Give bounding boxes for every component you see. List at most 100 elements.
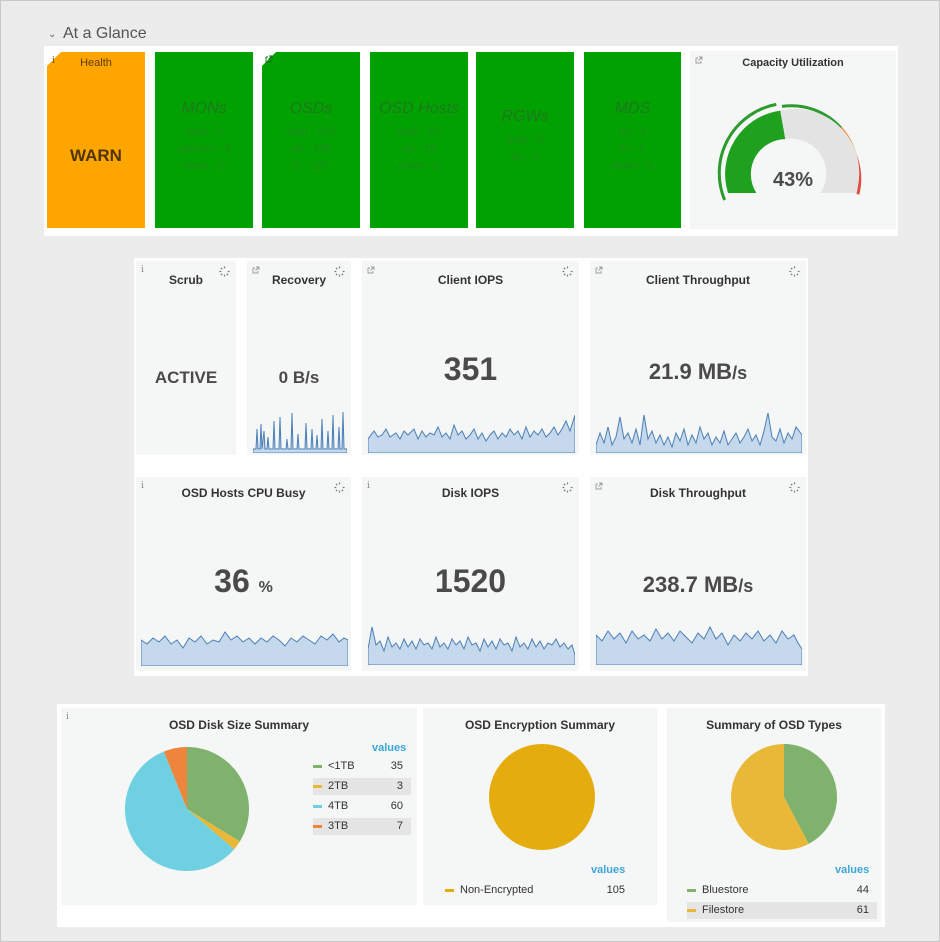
disk-iops-panel[interactable]: i Disk IOPS 1520	[362, 477, 579, 671]
glance-panel: i Health WARN MONs total - 3 quorum - 3 …	[44, 46, 898, 236]
osds-line: in - 105	[292, 160, 330, 172]
external-link-icon[interactable]	[595, 482, 603, 490]
legend-value: 3	[396, 780, 403, 792]
legend-item[interactable]: <1TB 35	[313, 758, 411, 775]
mds-panel[interactable]: MDS up - 1 in - 1 down - 0	[584, 52, 681, 228]
legend-swatch	[687, 888, 696, 892]
encryption-panel[interactable]: OSD Encryption Summary values Non-Encryp…	[423, 708, 657, 905]
health-panel[interactable]: i Health WARN	[47, 52, 145, 228]
pie-slice-bluestore	[784, 744, 838, 844]
info-icon[interactable]: i	[141, 265, 144, 275]
loading-spinner-icon	[562, 482, 573, 493]
legend-item[interactable]: Non-Encrypted 105	[445, 882, 631, 899]
info-icon[interactable]: i	[367, 481, 370, 491]
client-iops-panel[interactable]: Client IOPS 351	[362, 261, 579, 455]
capacity-title: Capacity Utilization	[742, 57, 844, 69]
pie-slice-3tb	[163, 747, 187, 809]
cpu-busy-sparkline	[141, 631, 348, 666]
mds-title: MDS	[614, 100, 651, 117]
client-throughput-sparkline	[596, 412, 802, 453]
chevron-down-icon[interactable]: ⌄	[48, 29, 57, 40]
external-link-icon[interactable]	[695, 56, 703, 64]
osds-title: OSDs	[289, 100, 333, 117]
loading-spinner-icon	[789, 482, 800, 493]
legend-value: 35	[390, 760, 403, 772]
health-title: Health	[80, 57, 112, 69]
client-throughput-value: 21.9 MB/s	[590, 359, 806, 385]
external-link-icon[interactable]	[595, 266, 603, 274]
recovery-value: 0 B/s	[278, 368, 320, 387]
client-throughput-panel[interactable]: Client Throughput 21.9 MB/s	[590, 261, 806, 455]
info-icon[interactable]: i	[141, 481, 144, 491]
disk-throughput-unit: /s	[738, 576, 754, 596]
capacity-panel[interactable]: Capacity Utilization 43%	[690, 51, 896, 229]
loading-spinner-icon	[562, 266, 573, 277]
legend-swatch	[313, 804, 322, 808]
osd-hosts-line: down - 0	[397, 160, 441, 172]
legend-item[interactable]: 4TB 60	[313, 798, 411, 815]
legend-swatch	[313, 784, 322, 788]
legend-label: 3TB	[328, 820, 349, 832]
rgws-line: total - 0	[506, 134, 544, 146]
legend-item[interactable]: Filestore 61	[687, 902, 877, 919]
osds-panel[interactable]: OSDs total - 105 up - 105 in - 105	[262, 52, 360, 228]
legend-item[interactable]: Bluestore 44	[687, 882, 877, 899]
capacity-value: 43%	[772, 169, 814, 191]
mons-panel[interactable]: MONs total - 3 quorum - 3 down - 0	[155, 52, 253, 228]
legend-header: values	[591, 864, 626, 876]
mons-title: MONs	[181, 100, 227, 117]
osd-hosts-title: OSD Hosts	[378, 100, 459, 117]
disk-size-pie	[124, 747, 250, 872]
section-title: At a Glance	[63, 25, 147, 42]
cpu-busy-number: 36	[214, 563, 250, 599]
osd-types-pie	[731, 744, 838, 850]
encryption-pie	[489, 744, 595, 850]
legend-header: values	[835, 864, 870, 876]
pie-slice-lt1tb	[187, 747, 250, 842]
client-throughput-unit: /s	[732, 363, 748, 383]
client-throughput-title: Client Throughput	[646, 273, 750, 287]
legend-value: 61	[856, 904, 869, 916]
disk-size-panel[interactable]: i OSD Disk Size Summary values <1TB 35 2…	[61, 708, 417, 905]
cpu-busy-value: 36 %	[136, 563, 351, 600]
legend-item[interactable]: 2TB 3	[313, 778, 411, 795]
client-iops-value: 351	[443, 351, 498, 387]
cpu-busy-title: OSD Hosts CPU Busy	[181, 486, 306, 500]
info-icon[interactable]: i	[66, 712, 69, 722]
mds-line: up - 1	[618, 126, 647, 138]
disk-throughput-value: 238.7 MB/s	[590, 572, 806, 598]
legend-swatch	[687, 908, 696, 912]
scrub-panel[interactable]: i Scrub ACTIVE	[136, 261, 236, 455]
disk-throughput-panel[interactable]: Disk Throughput 238.7 MB/s	[590, 477, 806, 671]
mons-line: quorum - 3	[177, 143, 231, 155]
loading-spinner-icon	[334, 266, 345, 277]
legend-label: Bluestore	[702, 884, 749, 896]
recovery-sparkline	[253, 411, 347, 453]
osds-line: total - 105	[286, 126, 336, 138]
pie-slice-non-encrypted	[489, 744, 595, 850]
legend-swatch	[445, 888, 454, 892]
external-link-icon[interactable]	[265, 55, 273, 63]
rgws-panel[interactable]: RGWs total - 0 up - 0	[476, 52, 574, 228]
osd-hosts-panel[interactable]: OSD Hosts total - 15 up - 15 down - 0	[370, 52, 468, 228]
loading-spinner-icon	[219, 266, 230, 277]
external-link-icon[interactable]	[252, 266, 260, 274]
external-link-icon[interactable]	[367, 266, 375, 274]
health-value: WARN	[70, 146, 122, 165]
mons-line: down - 0	[182, 160, 226, 172]
osd-hosts-line: total - 15	[397, 126, 441, 138]
legend-label: Non-Encrypted	[460, 884, 534, 896]
pie-slice-filestore	[731, 744, 809, 850]
osds-line: up - 105	[290, 143, 332, 155]
info-icon[interactable]: i	[52, 56, 55, 66]
osd-types-panel[interactable]: Summary of OSD Types values Bluestore 44…	[667, 708, 881, 922]
cpu-busy-panel[interactable]: i OSD Hosts CPU Busy 36 %	[136, 477, 351, 671]
legend-item[interactable]: 3TB 7	[313, 818, 411, 835]
disk-throughput-sparkline	[596, 625, 802, 665]
recovery-panel[interactable]: Recovery 0 B/s	[247, 261, 351, 455]
panel-corner	[47, 52, 61, 66]
disk-size-title: OSD Disk Size Summary	[168, 718, 310, 732]
recovery-title: Recovery	[271, 273, 327, 287]
legend-value: 7	[396, 820, 403, 832]
